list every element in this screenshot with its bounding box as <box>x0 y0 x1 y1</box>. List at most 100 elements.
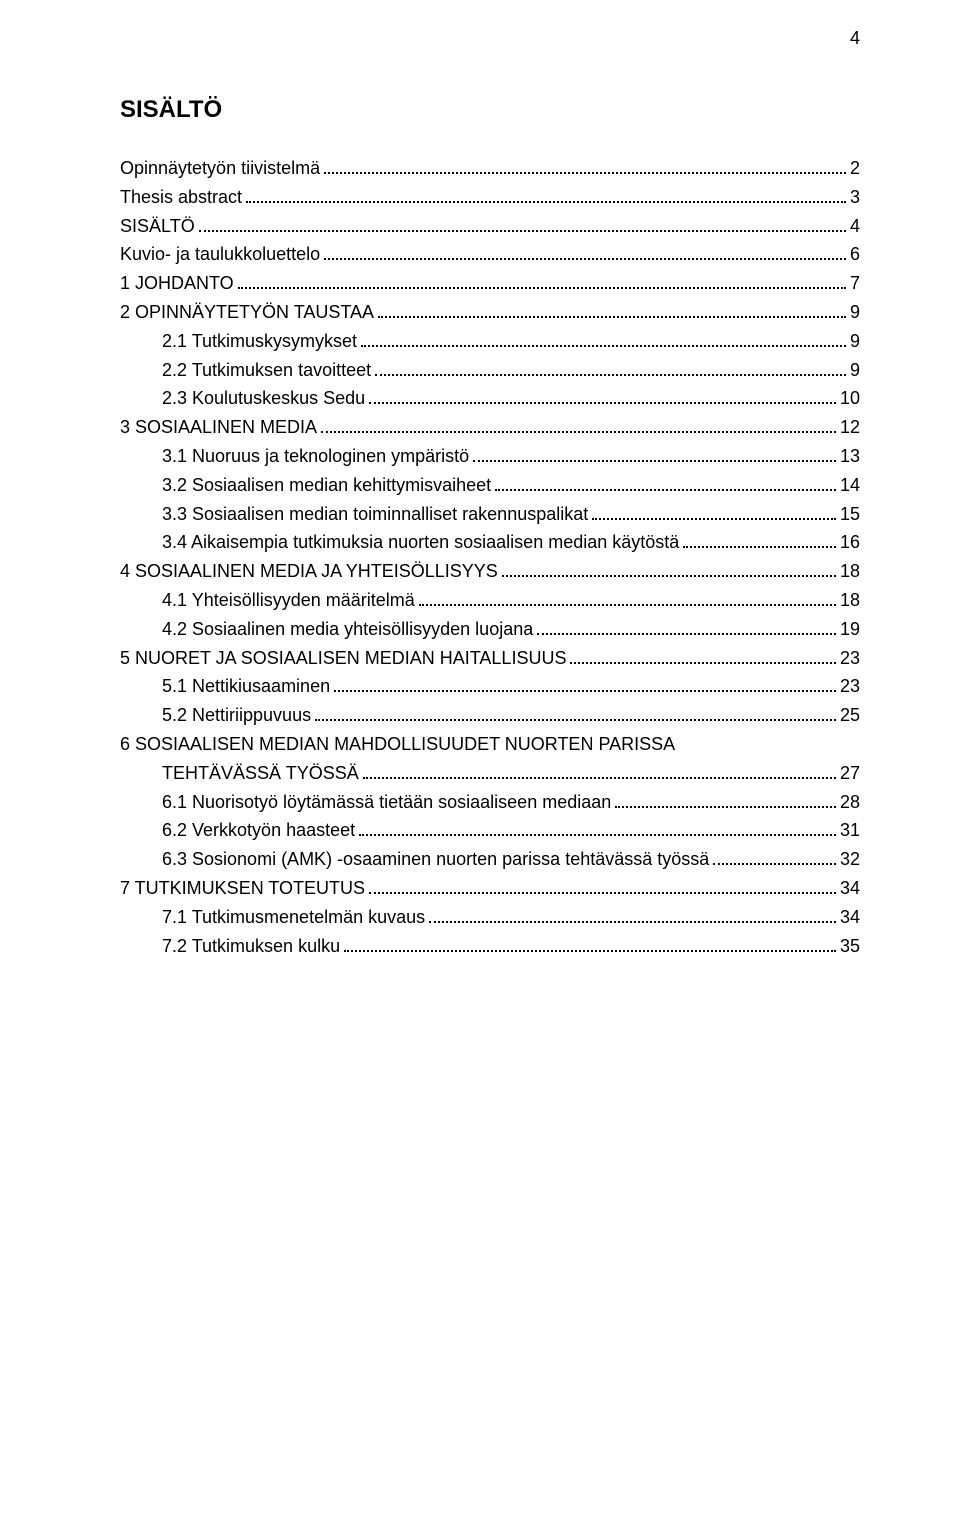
toc-leader <box>570 662 836 664</box>
toc-entry: Opinnäytetyön tiivistelmä 2 <box>120 154 860 183</box>
toc-entry-page: 9 <box>850 298 860 327</box>
toc-leader <box>495 489 836 491</box>
toc-entry-title: 4.1 Yhteisöllisyyden määritelmä <box>120 586 415 615</box>
table-of-contents: Opinnäytetyön tiivistelmä 2 Thesis abstrac… <box>120 154 860 960</box>
toc-entry: 4.2 Sosiaalinen media yhteisöllisyyden l… <box>120 615 860 644</box>
toc-entry-title: Kuvio- ja taulukkoluettelo <box>120 240 320 269</box>
toc-entry: 3 SOSIAALINEN MEDIA 12 <box>120 413 860 442</box>
toc-entry: 5 NUORET JA SOSIAALISEN MEDIAN HAITALLIS… <box>120 644 860 673</box>
toc-leader <box>375 374 846 376</box>
toc-leader <box>615 806 836 808</box>
toc-leader <box>369 402 836 404</box>
toc-entry-page: 27 <box>840 759 860 788</box>
toc-entry: 2 OPINNÄYTETYÖN TAUSTAA 9 <box>120 298 860 327</box>
toc-entry: 4.1 Yhteisöllisyyden määritelmä 18 <box>120 586 860 615</box>
toc-entry: 2.2 Tutkimuksen tavoitteet9 <box>120 356 860 385</box>
toc-entry-title: 5.1 Nettikiusaaminen <box>120 672 330 701</box>
toc-entry: SISÄLTÖ 4 <box>120 212 860 241</box>
toc-entry-page: 23 <box>840 644 860 673</box>
toc-entry-title: 2 OPINNÄYTETYÖN TAUSTAA <box>120 298 374 327</box>
page: 4 SISÄLTÖ Opinnäytetyön tiivistelmä 2 Thes… <box>0 0 960 1526</box>
page-number: 4 <box>850 28 860 49</box>
toc-leader <box>683 546 836 548</box>
toc-entry: 2.1 Tutkimuskysymykset 9 <box>120 327 860 356</box>
toc-entry-page: 9 <box>850 327 860 356</box>
toc-entry-title: 3.2 Sosiaalisen median kehittymisvaiheet <box>120 471 491 500</box>
toc-leader <box>315 719 836 721</box>
toc-entry-title: 2.2 Tutkimuksen tavoitteet <box>120 356 371 385</box>
toc-entry-page: 15 <box>840 500 860 529</box>
toc-leader <box>369 892 836 894</box>
toc-entry-title: 5 NUORET JA SOSIAALISEN MEDIAN HAITALLIS… <box>120 644 566 673</box>
toc-entry-title: Thesis abstract <box>120 183 242 212</box>
toc-leader <box>363 777 836 779</box>
toc-entry-page: 14 <box>840 471 860 500</box>
toc-entry-title: 5.2 Nettiriippuvuus <box>120 701 311 730</box>
toc-entry-title: 4 SOSIAALINEN MEDIA JA YHTEISÖLLISYYS <box>120 557 498 586</box>
toc-entry-page: 13 <box>840 442 860 471</box>
toc-entry-page: 18 <box>840 586 860 615</box>
toc-entry-page: 31 <box>840 816 860 845</box>
toc-entry-page: 28 <box>840 788 860 817</box>
toc-entry: 3.2 Sosiaalisen median kehittymisvaiheet… <box>120 471 860 500</box>
toc-entry-page: 16 <box>840 528 860 557</box>
toc-entry: 7 TUTKIMUKSEN TOTEUTUS34 <box>120 874 860 903</box>
toc-entry-title: 2.3 Koulutuskeskus Sedu <box>120 384 365 413</box>
toc-entry-title: 6.3 Sosionomi (AMK) -osaaminen nuorten p… <box>120 845 709 874</box>
toc-leader <box>361 345 846 347</box>
toc-leader <box>713 863 836 865</box>
toc-entry-title: 7.2 Tutkimuksen kulku <box>120 932 340 961</box>
toc-leader <box>429 921 836 923</box>
toc-entry: 3.1 Nuoruus ja teknologinen ympäristö 13 <box>120 442 860 471</box>
toc-entry-title-line2: TEHTÄVÄSSÄ TYÖSSÄ <box>120 759 359 788</box>
toc-entry: 1 JOHDANTO 7 <box>120 269 860 298</box>
toc-entry-title: 7 TUTKIMUKSEN TOTEUTUS <box>120 874 365 903</box>
toc-entry-page: 35 <box>840 932 860 961</box>
toc-entry-page: 19 <box>840 615 860 644</box>
toc-entry-title: 6.1 Nuorisotyö löytämässä tietään sosiaa… <box>120 788 611 817</box>
toc-entry-page: 32 <box>840 845 860 874</box>
toc-entry: 6.2 Verkkotyön haasteet 31 <box>120 816 860 845</box>
toc-entry-title: 3.3 Sosiaalisen median toiminnalliset ra… <box>120 500 588 529</box>
toc-entry: 4 SOSIAALINEN MEDIA JA YHTEISÖLLISYYS 18 <box>120 557 860 586</box>
toc-entry-page: 6 <box>850 240 860 269</box>
toc-entry-page: 12 <box>840 413 860 442</box>
toc-entry: 6.1 Nuorisotyö löytämässä tietään sosiaa… <box>120 788 860 817</box>
toc-entry: 7.1 Tutkimusmenetelmän kuvaus 34 <box>120 903 860 932</box>
toc-leader <box>321 431 836 433</box>
toc-entry-title-line1: 6 SOSIAALISEN MEDIAN MAHDOLLISUUDET NUOR… <box>120 730 860 759</box>
toc-entry-page: 2 <box>850 154 860 183</box>
toc-entry-title: 6.2 Verkkotyön haasteet <box>120 816 355 845</box>
toc-entry-title: 2.1 Tutkimuskysymykset <box>120 327 357 356</box>
toc-leader <box>324 258 846 260</box>
toc-entry: 5.2 Nettiriippuvuus 25 <box>120 701 860 730</box>
toc-entry-page: 25 <box>840 701 860 730</box>
toc-entry-page: 7 <box>850 269 860 298</box>
toc-leader <box>199 230 846 232</box>
toc-entry-title: 4.2 Sosiaalinen media yhteisöllisyyden l… <box>120 615 533 644</box>
toc-entry-title: 1 JOHDANTO <box>120 269 234 298</box>
toc-leader <box>344 950 836 952</box>
toc-entry-title: SISÄLTÖ <box>120 212 195 241</box>
toc-entry-title: 3.1 Nuoruus ja teknologinen ympäristö <box>120 442 469 471</box>
toc-leader <box>473 460 836 462</box>
toc-entry-page: 34 <box>840 903 860 932</box>
toc-heading: SISÄLTÖ <box>120 96 860 124</box>
toc-entry-title: Opinnäytetyön tiivistelmä <box>120 154 320 183</box>
toc-leader <box>324 172 846 174</box>
toc-entry-page: 23 <box>840 672 860 701</box>
toc-entry-page: 4 <box>850 212 860 241</box>
toc-entry-title: 3 SOSIAALINEN MEDIA <box>120 413 317 442</box>
toc-entry-page: 3 <box>850 183 860 212</box>
toc-entry: 2.3 Koulutuskeskus Sedu10 <box>120 384 860 413</box>
toc-entry: 3.3 Sosiaalisen median toiminnalliset ra… <box>120 500 860 529</box>
toc-leader <box>502 575 836 577</box>
toc-entry: 3.4 Aikaisempia tutkimuksia nuorten sosi… <box>120 528 860 557</box>
toc-leader <box>246 201 846 203</box>
toc-leader <box>537 633 836 635</box>
toc-leader <box>592 518 836 520</box>
toc-leader <box>378 316 846 318</box>
toc-entry-title: 7.1 Tutkimusmenetelmän kuvaus <box>120 903 425 932</box>
toc-entry: Kuvio- ja taulukkoluettelo 6 <box>120 240 860 269</box>
toc-entry-page: 18 <box>840 557 860 586</box>
